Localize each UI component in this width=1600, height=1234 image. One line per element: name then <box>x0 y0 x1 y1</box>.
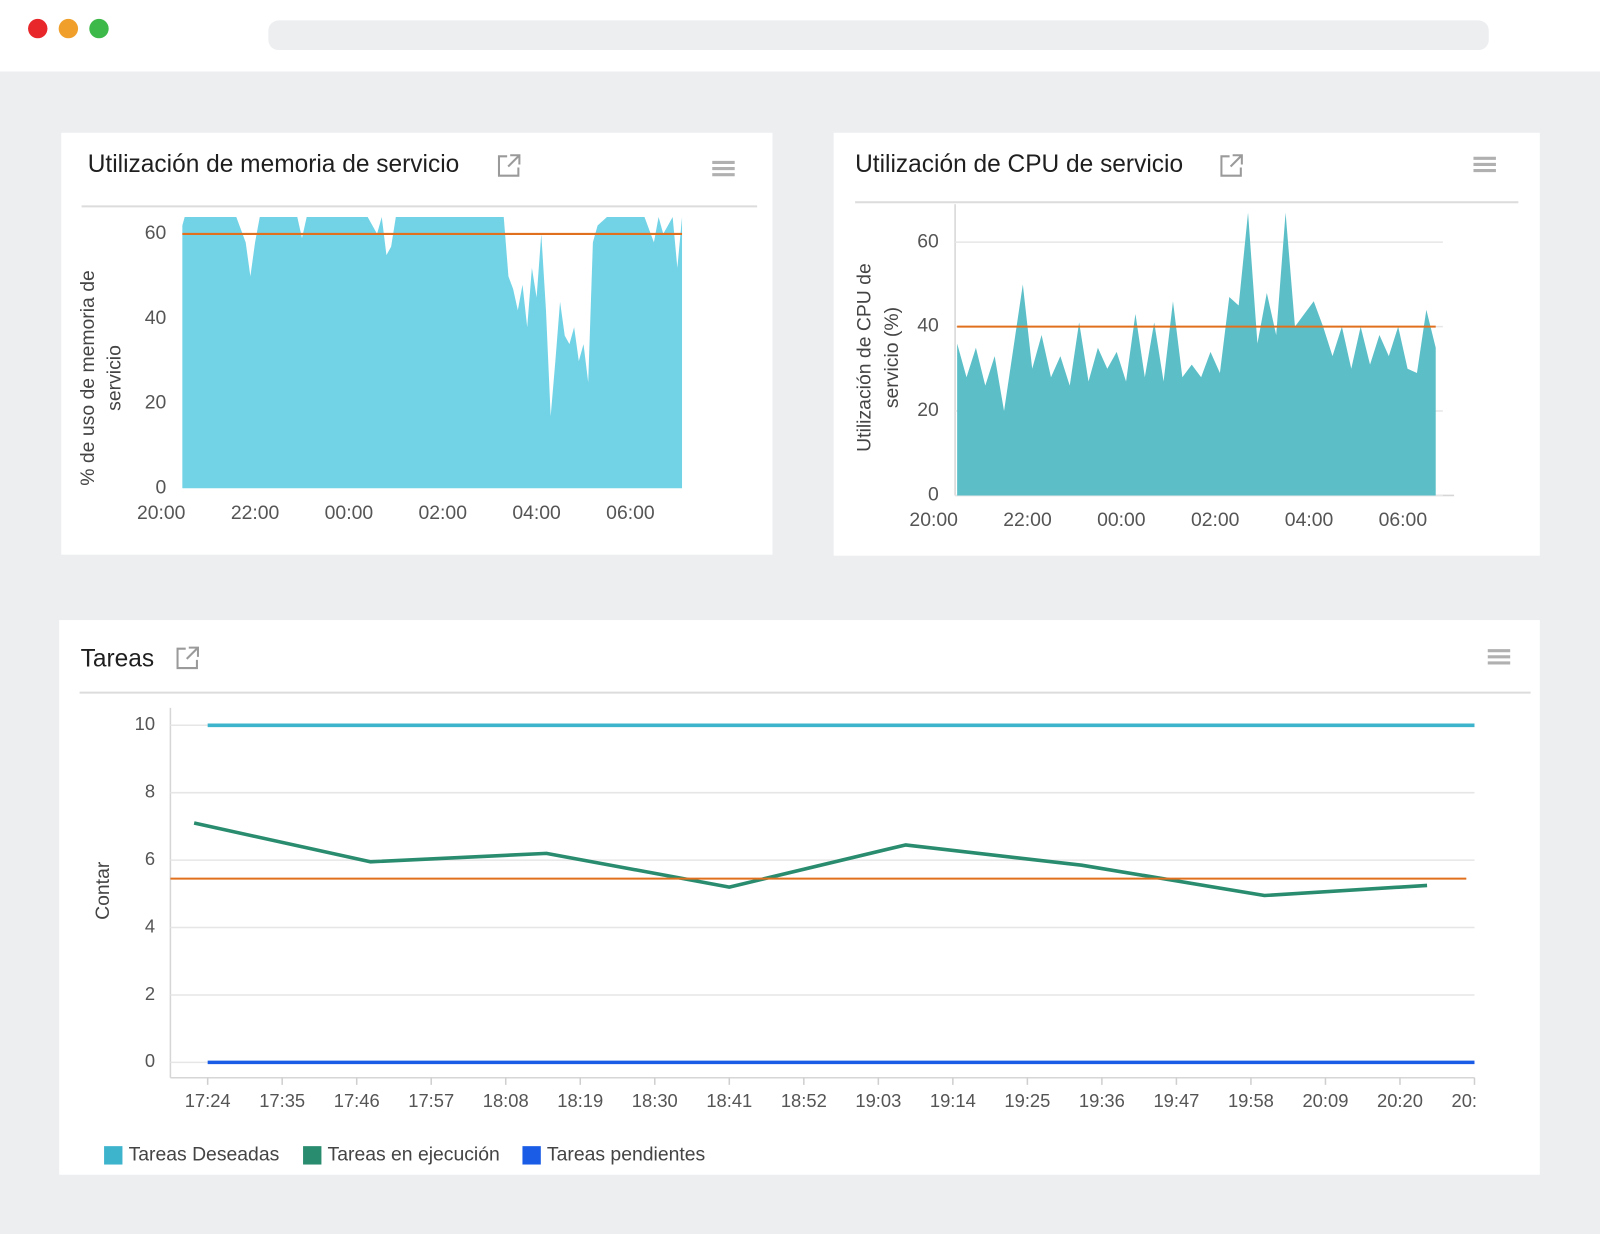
x-tick-label: 20:20 <box>1377 1090 1423 1111</box>
window-minimize[interactable] <box>58 18 79 39</box>
chart-title: Utilización de CPU de servicio <box>855 151 1183 178</box>
y-tick-label: 6 <box>145 848 155 869</box>
x-tick-label: 19:03 <box>855 1090 901 1111</box>
y-tick-label: 40 <box>145 307 167 329</box>
x-tick-label: 04:00 <box>512 502 561 524</box>
x-tick-label: 17:57 <box>408 1090 454 1111</box>
y-tick-label: 0 <box>928 484 939 506</box>
x-tick-label: 17:35 <box>259 1090 305 1111</box>
area <box>182 216 683 489</box>
x-tick-label: 19:36 <box>1079 1090 1125 1111</box>
legend-label: Tareas Deseadas <box>129 1143 280 1165</box>
x-tick-label: 19:25 <box>1004 1090 1050 1111</box>
x-tick-label: 17:46 <box>334 1090 380 1111</box>
x-tick-label: 17:24 <box>185 1090 231 1111</box>
address-bar[interactable] <box>268 20 1489 51</box>
y-tick-label: 0 <box>156 476 167 498</box>
area <box>957 212 1436 496</box>
panel <box>59 620 1540 1175</box>
x-tick-label: 18:19 <box>557 1090 603 1111</box>
x-tick-label: 18:30 <box>632 1090 678 1111</box>
y-tick-label: 10 <box>135 713 155 734</box>
x-tick-label: 18:41 <box>706 1090 752 1111</box>
x-tick-label: 19:14 <box>930 1090 976 1111</box>
x-tick-label: 19:58 <box>1228 1090 1274 1111</box>
x-tick-label: 20:00 <box>909 509 958 531</box>
y-tick-label: 20 <box>145 392 167 414</box>
x-tick-label: 02:00 <box>419 502 468 524</box>
x-tick-label: 18:52 <box>781 1090 827 1111</box>
x-tick-label: 00:00 <box>1097 509 1146 531</box>
chart-title: Tareas <box>81 645 155 672</box>
y-axis-title: % de uso de memoria de <box>77 270 99 486</box>
chart-title: Utilización de memoria de servicio <box>88 151 460 178</box>
y-tick-label: 0 <box>145 1050 155 1071</box>
x-tick-label: 19:47 <box>1153 1090 1199 1111</box>
x-ticks: 20:00 22:00 00:00 02:00 04:00 06:00 <box>909 509 1427 531</box>
x-tick-label: 06:00 <box>606 502 655 524</box>
x-tick-label: 22:00 <box>1003 509 1052 531</box>
y-tick-label: 60 <box>145 222 167 244</box>
x-tick-label: 04:00 <box>1285 509 1334 531</box>
y-tick-label: 8 <box>145 781 155 802</box>
y-axis-title: Contar <box>92 861 114 920</box>
y-tick-label: 4 <box>145 915 155 936</box>
x-tick-label: 20:00 <box>137 502 186 524</box>
x-tick-label: 22:00 <box>231 502 280 524</box>
legend-swatch <box>303 1146 322 1165</box>
legend-label: Tareas en ejecución <box>328 1143 500 1165</box>
y-tick-label: 20 <box>917 399 939 421</box>
x-tick-label: 00:00 <box>325 502 374 524</box>
y-axis-title: servicio <box>103 345 125 411</box>
x-tick-label: 18:08 <box>483 1090 529 1111</box>
x-ticks: 20:00 22:00 00:00 02:00 04:00 06:00 <box>137 502 655 524</box>
x-tick-label: 20:09 <box>1302 1090 1348 1111</box>
y-tick-label: 40 <box>917 315 939 337</box>
y-axis-title: servicio (%) <box>881 307 903 408</box>
window-maximize[interactable] <box>89 18 109 39</box>
x-tick-label: 20:31 <box>1452 1090 1498 1111</box>
legend-swatch <box>104 1146 123 1165</box>
x-tick-label: 02:00 <box>1191 509 1240 531</box>
x-ticks: 17:24 17:35 17:46 17:57 18:08 18:19 18:30 18:41… <box>185 1077 1498 1111</box>
legend-swatch <box>522 1146 541 1165</box>
y-tick-label: 2 <box>145 983 155 1004</box>
x-tick-label: 06:00 <box>1379 509 1428 531</box>
line <box>193 821 1428 898</box>
window-close[interactable] <box>28 18 48 39</box>
legend-label: Tareas pendientes <box>547 1143 705 1165</box>
y-axis-title: Utilización de CPU de <box>853 263 875 452</box>
y-tick-label: 60 <box>917 230 939 252</box>
